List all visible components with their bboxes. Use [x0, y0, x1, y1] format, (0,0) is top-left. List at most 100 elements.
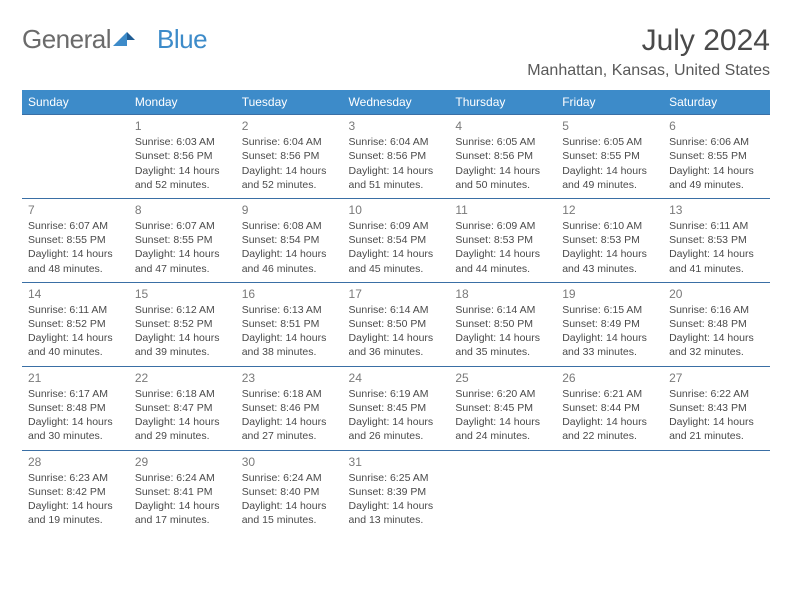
calendar-cell: 25Sunrise: 6:20 AMSunset: 8:45 PMDayligh…: [449, 366, 556, 450]
daylight-text: and 40 minutes.: [28, 345, 123, 359]
daylight-text: and 51 minutes.: [349, 178, 444, 192]
sunrise-text: Sunrise: 6:15 AM: [562, 303, 657, 317]
sunset-text: Sunset: 8:52 PM: [28, 317, 123, 331]
day-number: 20: [669, 286, 764, 302]
sunset-text: Sunset: 8:54 PM: [349, 233, 444, 247]
daylight-text: Daylight: 14 hours: [669, 164, 764, 178]
day-number: 16: [242, 286, 337, 302]
daylight-text: and 17 minutes.: [135, 513, 230, 527]
sunset-text: Sunset: 8:45 PM: [455, 401, 550, 415]
day-number: 7: [28, 202, 123, 218]
daylight-text: and 13 minutes.: [349, 513, 444, 527]
sunset-text: Sunset: 8:48 PM: [669, 317, 764, 331]
calendar-row: 1Sunrise: 6:03 AMSunset: 8:56 PMDaylight…: [22, 115, 770, 199]
sunset-text: Sunset: 8:49 PM: [562, 317, 657, 331]
sunset-text: Sunset: 8:56 PM: [242, 149, 337, 163]
calendar-cell: 20Sunrise: 6:16 AMSunset: 8:48 PMDayligh…: [663, 282, 770, 366]
sunrise-text: Sunrise: 6:14 AM: [455, 303, 550, 317]
sunset-text: Sunset: 8:39 PM: [349, 485, 444, 499]
sunrise-text: Sunrise: 6:12 AM: [135, 303, 230, 317]
calendar-cell: 9Sunrise: 6:08 AMSunset: 8:54 PMDaylight…: [236, 198, 343, 282]
daylight-text: Daylight: 14 hours: [242, 331, 337, 345]
daylight-text: Daylight: 14 hours: [135, 499, 230, 513]
sunset-text: Sunset: 8:55 PM: [669, 149, 764, 163]
sunrise-text: Sunrise: 6:07 AM: [135, 219, 230, 233]
sunrise-text: Sunrise: 6:03 AM: [135, 135, 230, 149]
day-number: 26: [562, 370, 657, 386]
daylight-text: and 26 minutes.: [349, 429, 444, 443]
calendar-cell: 14Sunrise: 6:11 AMSunset: 8:52 PMDayligh…: [22, 282, 129, 366]
calendar-cell: 21Sunrise: 6:17 AMSunset: 8:48 PMDayligh…: [22, 366, 129, 450]
calendar-cell: 7Sunrise: 6:07 AMSunset: 8:55 PMDaylight…: [22, 198, 129, 282]
sunrise-text: Sunrise: 6:05 AM: [562, 135, 657, 149]
day-number: 28: [28, 454, 123, 470]
calendar-cell: 19Sunrise: 6:15 AMSunset: 8:49 PMDayligh…: [556, 282, 663, 366]
daylight-text: and 39 minutes.: [135, 345, 230, 359]
sunrise-text: Sunrise: 6:24 AM: [135, 471, 230, 485]
day-number: 3: [349, 118, 444, 134]
daylight-text: Daylight: 14 hours: [135, 331, 230, 345]
daylight-text: and 43 minutes.: [562, 262, 657, 276]
daylight-text: and 33 minutes.: [562, 345, 657, 359]
daylight-text: and 21 minutes.: [669, 429, 764, 443]
daylight-text: and 36 minutes.: [349, 345, 444, 359]
calendar-cell: 8Sunrise: 6:07 AMSunset: 8:55 PMDaylight…: [129, 198, 236, 282]
day-number: 22: [135, 370, 230, 386]
day-number: 17: [349, 286, 444, 302]
sunset-text: Sunset: 8:42 PM: [28, 485, 123, 499]
daylight-text: and 30 minutes.: [28, 429, 123, 443]
day-header: Wednesday: [343, 90, 450, 115]
calendar-cell: 11Sunrise: 6:09 AMSunset: 8:53 PMDayligh…: [449, 198, 556, 282]
calendar-cell: 23Sunrise: 6:18 AMSunset: 8:46 PMDayligh…: [236, 366, 343, 450]
day-number: 1: [135, 118, 230, 134]
calendar-cell: [663, 450, 770, 533]
day-number: 31: [349, 454, 444, 470]
calendar-cell: 13Sunrise: 6:11 AMSunset: 8:53 PMDayligh…: [663, 198, 770, 282]
sunrise-text: Sunrise: 6:05 AM: [455, 135, 550, 149]
daylight-text: Daylight: 14 hours: [135, 415, 230, 429]
sunrise-text: Sunrise: 6:08 AM: [242, 219, 337, 233]
sunrise-text: Sunrise: 6:10 AM: [562, 219, 657, 233]
daylight-text: and 15 minutes.: [242, 513, 337, 527]
day-number: 29: [135, 454, 230, 470]
day-header: Tuesday: [236, 90, 343, 115]
daylight-text: and 44 minutes.: [455, 262, 550, 276]
sunrise-text: Sunrise: 6:13 AM: [242, 303, 337, 317]
sunrise-text: Sunrise: 6:20 AM: [455, 387, 550, 401]
sunrise-text: Sunrise: 6:06 AM: [669, 135, 764, 149]
daylight-text: and 46 minutes.: [242, 262, 337, 276]
day-header: Sunday: [22, 90, 129, 115]
daylight-text: and 49 minutes.: [562, 178, 657, 192]
sunset-text: Sunset: 8:53 PM: [562, 233, 657, 247]
daylight-text: Daylight: 14 hours: [349, 164, 444, 178]
daylight-text: and 24 minutes.: [455, 429, 550, 443]
daylight-text: and 48 minutes.: [28, 262, 123, 276]
sunrise-text: Sunrise: 6:11 AM: [28, 303, 123, 317]
day-number: 30: [242, 454, 337, 470]
calendar-cell: 18Sunrise: 6:14 AMSunset: 8:50 PMDayligh…: [449, 282, 556, 366]
calendar-cell: 4Sunrise: 6:05 AMSunset: 8:56 PMDaylight…: [449, 115, 556, 199]
daylight-text: Daylight: 14 hours: [562, 331, 657, 345]
sunset-text: Sunset: 8:43 PM: [669, 401, 764, 415]
sunrise-text: Sunrise: 6:18 AM: [135, 387, 230, 401]
calendar-cell: 29Sunrise: 6:24 AMSunset: 8:41 PMDayligh…: [129, 450, 236, 533]
daylight-text: Daylight: 14 hours: [28, 415, 123, 429]
sunset-text: Sunset: 8:54 PM: [242, 233, 337, 247]
daylight-text: and 52 minutes.: [135, 178, 230, 192]
daylight-text: Daylight: 14 hours: [669, 415, 764, 429]
brand-logo: General Blue: [22, 24, 207, 55]
day-number: 10: [349, 202, 444, 218]
day-header: Thursday: [449, 90, 556, 115]
daylight-text: Daylight: 14 hours: [562, 415, 657, 429]
sunset-text: Sunset: 8:56 PM: [349, 149, 444, 163]
day-number: 23: [242, 370, 337, 386]
day-number: 8: [135, 202, 230, 218]
daylight-text: and 50 minutes.: [455, 178, 550, 192]
sunset-text: Sunset: 8:50 PM: [455, 317, 550, 331]
calendar-cell: 12Sunrise: 6:10 AMSunset: 8:53 PMDayligh…: [556, 198, 663, 282]
day-number: 13: [669, 202, 764, 218]
sunrise-text: Sunrise: 6:09 AM: [349, 219, 444, 233]
calendar-page: General Blue July 2024 Manhattan, Kansas…: [0, 0, 792, 533]
location-subtitle: Manhattan, Kansas, United States: [527, 62, 770, 80]
daylight-text: and 45 minutes.: [349, 262, 444, 276]
